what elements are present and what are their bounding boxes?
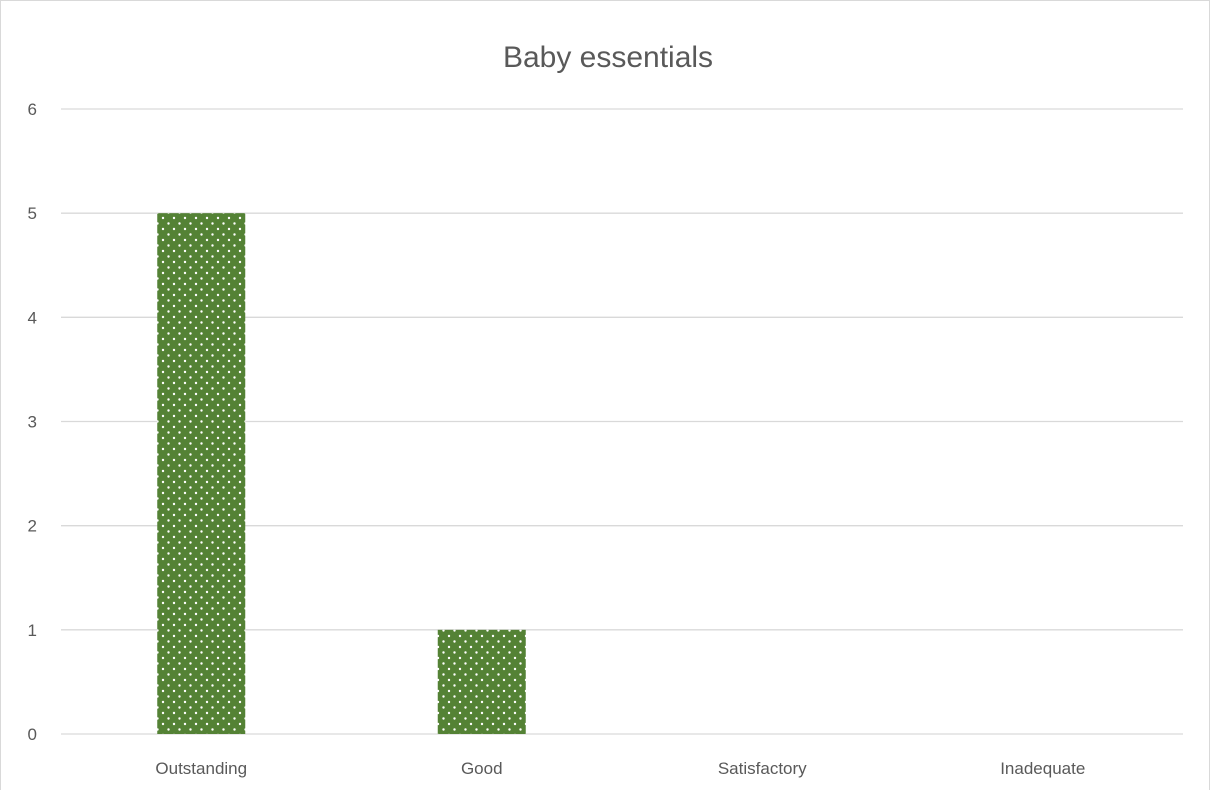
x-tick-label: Good [461, 759, 503, 778]
y-tick-label: 6 [28, 100, 37, 119]
x-tick-label: Satisfactory [718, 759, 807, 778]
y-tick-label: 5 [28, 204, 37, 223]
y-tick-label: 2 [28, 517, 37, 536]
bar-outstanding [157, 213, 246, 734]
x-tick-label: Outstanding [155, 759, 247, 778]
x-tick-label: Inadequate [1000, 759, 1085, 778]
y-tick-label: 3 [28, 413, 37, 432]
gridlines [61, 108, 1183, 735]
bar-good [437, 629, 526, 734]
x-axis-ticks: Outstanding Good Satisfactory Inadequate [155, 759, 1085, 778]
y-tick-label: 0 [28, 725, 37, 744]
y-axis-ticks: 0 1 2 3 4 5 6 [28, 100, 37, 744]
chart-title: Baby essentials [503, 41, 713, 74]
y-tick-label: 1 [28, 621, 37, 640]
y-tick-label: 4 [28, 308, 37, 327]
bars [157, 213, 526, 734]
